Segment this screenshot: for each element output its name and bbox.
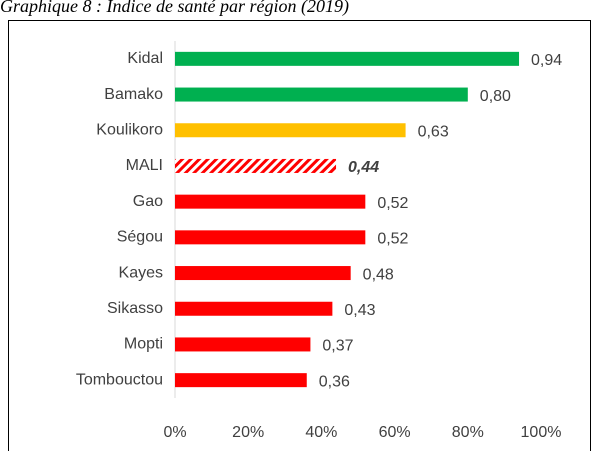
chart-title: Graphique 8 : Indice de santé par région… [0,0,349,17]
y-tick-label: Koulikoro [96,121,163,138]
data-label: 0,36 [319,373,350,390]
y-tick-label: Tombouctou [76,371,163,388]
x-tick-label: 20% [232,424,264,441]
bar [175,194,366,209]
data-label: 0,37 [322,338,353,355]
y-tick-label: MALI [126,157,163,174]
bar [175,123,406,138]
y-tick-label: Gao [133,193,163,210]
bar [175,373,307,388]
data-label: 0,48 [363,266,394,283]
bar [175,337,311,352]
bar [175,158,337,173]
data-label: 0,80 [480,88,511,105]
y-tick-label: Kidal [127,50,163,67]
bar [175,51,520,66]
data-label: 0,44 [348,159,379,176]
y-tick-label: Kayes [119,264,163,281]
y-tick-label: Bamako [104,86,163,103]
bar [175,87,468,102]
x-tick-label: 0% [163,424,186,441]
data-label: 0,43 [344,302,375,319]
x-tick-label: 60% [379,424,411,441]
bar [175,266,351,281]
x-tick-label: 40% [305,424,337,441]
data-label: 0,52 [377,195,408,212]
data-label: 0,63 [418,123,449,140]
bar [175,301,333,316]
bar [175,230,366,245]
y-tick-label: Sikasso [107,300,163,317]
data-label: 0,94 [531,52,562,69]
data-label: 0,52 [377,231,408,248]
x-tick-label: 100% [521,424,562,441]
y-tick-label: Mopti [124,336,163,353]
y-tick-label: Ségou [117,229,163,246]
x-tick-label: 80% [452,424,484,441]
